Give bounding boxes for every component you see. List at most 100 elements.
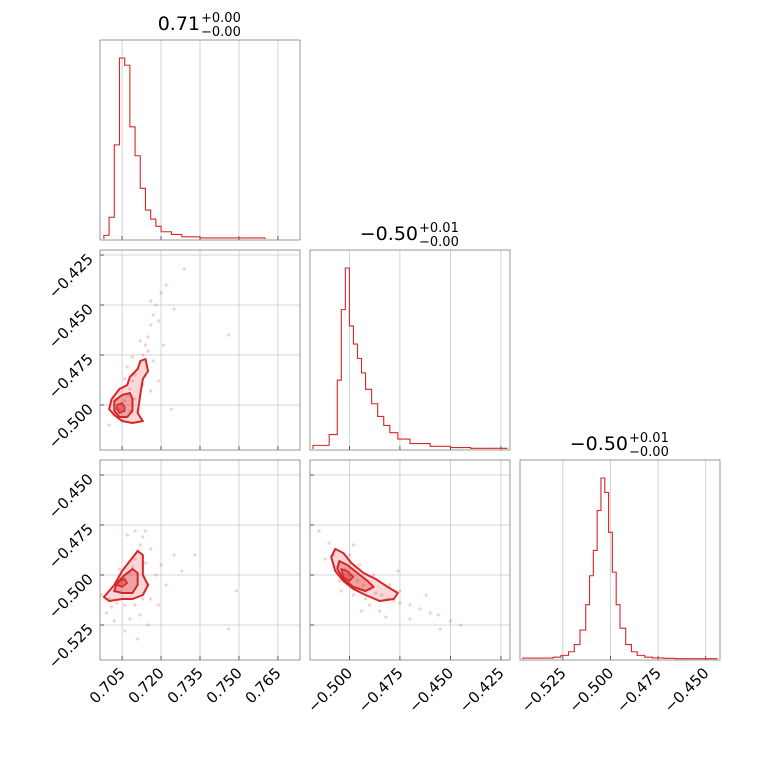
sample-point [398, 601, 402, 605]
y-tick-label: −0.450 [45, 300, 97, 352]
x-tick-label: −0.525 [518, 664, 570, 716]
sample-point [156, 603, 161, 607]
panel-frame [309, 249, 511, 451]
sample-point [458, 623, 463, 627]
sample-point [372, 573, 376, 577]
sample-point [149, 547, 153, 551]
panel-frame [309, 459, 511, 661]
sample-point [156, 379, 161, 383]
sample-point [424, 593, 428, 597]
title-value-param0: 0.71 [158, 13, 200, 35]
sample-point [123, 603, 127, 607]
x-tick-label: −0.500 [304, 664, 356, 716]
sample-point [133, 397, 137, 401]
histogram-step-line [103, 57, 266, 239]
sample-point [146, 349, 150, 353]
sample-point [125, 365, 129, 369]
y-tick-label: −0.500 [45, 570, 97, 622]
sample-point [143, 343, 148, 347]
y-tick-label: −0.475 [45, 520, 97, 572]
sample-point [151, 313, 155, 317]
sample-point [159, 291, 163, 295]
sample-point [156, 319, 161, 323]
y-tick-label: −0.475 [45, 350, 97, 402]
x-tick-label: 0.750 [203, 664, 246, 707]
sample-point [138, 339, 142, 343]
sample-point [115, 601, 119, 605]
sample-point [182, 267, 187, 271]
sample-point [164, 283, 168, 287]
sample-point [323, 557, 327, 561]
y-tick-label: −0.525 [45, 620, 97, 672]
scatter-panel-0-1: −0.425−0.450−0.475−0.500 [45, 249, 301, 452]
x-tick-label: −0.475 [613, 664, 665, 716]
sample-point [351, 543, 356, 547]
sample-point [359, 609, 364, 613]
sample-point [357, 563, 362, 567]
sample-point [130, 565, 135, 569]
y-tick-label: −0.500 [45, 400, 97, 452]
sample-point [154, 573, 158, 577]
title-minus-param1: −0.00 [419, 235, 459, 250]
sample-point [138, 613, 142, 617]
sample-point [408, 603, 412, 607]
sample-point [136, 637, 140, 641]
panels: −0.525−0.500−0.475−0.450−0.425−0.450−0.4… [45, 39, 721, 716]
x-tick-label: −0.450 [661, 664, 713, 716]
sample-point [133, 373, 137, 377]
x-tick-label: −0.475 [355, 664, 407, 716]
y-tick-label: −0.450 [45, 470, 97, 522]
title-plus-param0: +0.00 [201, 11, 241, 26]
sample-point [143, 529, 148, 533]
sample-point [107, 423, 111, 427]
sample-point [110, 605, 114, 609]
x-tick-label: 0.765 [242, 664, 285, 707]
sample-point [378, 609, 382, 613]
sample-point [438, 627, 442, 631]
sample-point [226, 627, 231, 631]
hist-panel-param0 [99, 39, 301, 241]
sample-point [151, 359, 155, 363]
title-minus-param2: −0.00 [629, 445, 669, 460]
sample-point [130, 379, 135, 383]
title-param1: −0.50 +0.01 −0.00 [360, 221, 459, 250]
panel-frame [519, 459, 721, 661]
sample-point [141, 597, 145, 601]
sample-point [128, 387, 132, 391]
sample-point [347, 553, 351, 557]
x-tick-label: −0.425 [456, 664, 508, 716]
sample-point [159, 563, 163, 567]
panel-frame [99, 39, 301, 241]
sample-point [428, 611, 432, 615]
panel-frame [99, 249, 301, 451]
sample-point [408, 617, 412, 621]
sample-point [361, 583, 366, 587]
x-tick-label: 0.720 [125, 664, 168, 707]
histogram-step-line [522, 477, 718, 660]
contour-outer [108, 358, 150, 424]
sample-point [123, 399, 127, 403]
sample-point [123, 377, 127, 381]
sample-point [193, 553, 197, 557]
scatter-panel-0-2: −0.450−0.475−0.500−0.5250.7050.7200.7350… [45, 459, 301, 707]
title-param2: −0.50 +0.01 −0.00 [570, 431, 669, 460]
sample-point [146, 623, 150, 627]
sample-point [337, 579, 341, 583]
contour-core [116, 402, 126, 414]
sample-point [234, 589, 238, 593]
sample-point [149, 323, 153, 327]
sample-point [123, 629, 127, 633]
sample-point [180, 569, 184, 573]
sample-point [380, 593, 384, 597]
title-param0: 0.71 +0.00 −0.00 [158, 11, 241, 40]
sample-point [149, 299, 153, 303]
contour-core [115, 578, 129, 588]
x-tick-label: 0.705 [86, 664, 129, 707]
sample-point [355, 579, 360, 583]
sample-point [392, 599, 396, 603]
sample-point [226, 333, 231, 337]
sample-point [418, 607, 422, 611]
sample-point [128, 617, 132, 621]
sample-point [164, 583, 168, 587]
